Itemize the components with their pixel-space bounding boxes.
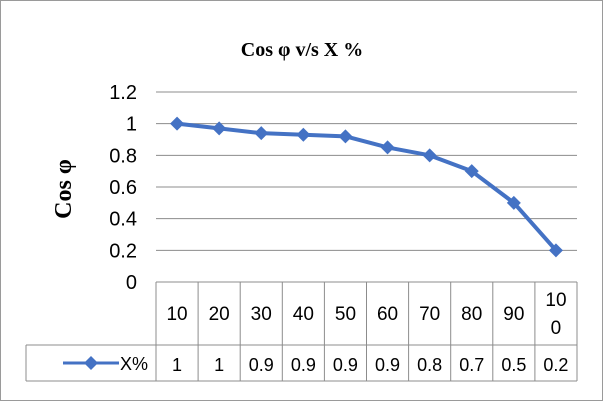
- table-value: 0.7: [459, 355, 484, 375]
- table-value: 0.5: [501, 355, 526, 375]
- x-category-label: 30: [251, 304, 272, 325]
- data-point: [170, 116, 185, 131]
- table-value: 0.9: [333, 355, 358, 375]
- x-category-label: 20: [209, 304, 230, 325]
- data-point: [296, 127, 311, 142]
- x-category-label: 90: [503, 304, 524, 325]
- x-category-label: 60: [377, 304, 398, 325]
- data-point: [212, 121, 227, 136]
- gridlines: [156, 91, 577, 283]
- y-tick-label: 1.2: [109, 82, 137, 104]
- data-table: 10 20 30 40 50 60 70 80 90 10 0 1 1 0.9 0.9 0.9 0.9 0.8 0.…: [25, 281, 578, 382]
- data-point: [548, 243, 563, 258]
- x-category-label: 50: [335, 304, 356, 325]
- x-category-label: 70: [419, 304, 440, 325]
- y-tick-label: 0.2: [109, 240, 137, 262]
- table-value: 0.8: [417, 355, 442, 375]
- y-tick-label: 1: [126, 114, 137, 136]
- data-point: [380, 140, 395, 155]
- data-point: [464, 164, 479, 179]
- y-tick-label: 0: [126, 272, 137, 294]
- table-value: 1: [172, 355, 182, 375]
- x-category-label: 10: [166, 304, 187, 325]
- table-value: 0.9: [375, 355, 400, 375]
- data-point: [506, 195, 521, 210]
- x-category-label: 10 0: [545, 290, 566, 339]
- legend-label: X%: [120, 354, 148, 374]
- table-value: 0.9: [291, 355, 316, 375]
- legend-marker: [84, 356, 98, 370]
- data-point: [422, 148, 437, 163]
- data-point: [338, 129, 353, 144]
- y-tick-label: 0.8: [109, 145, 137, 167]
- y-axis-label: Cos φ: [51, 159, 77, 219]
- y-tick-label: 0.6: [109, 177, 137, 199]
- chart-title: Cos φ v/s X %: [241, 39, 364, 61]
- y-tick-label: 0.4: [109, 209, 137, 231]
- x-category-label: 80: [461, 304, 482, 325]
- x-category-label: 40: [293, 304, 314, 325]
- data-point: [254, 126, 269, 141]
- table-value: 1: [214, 355, 224, 375]
- y-tick-labels: 1.2 1 0.8 0.6 0.4 0.2 0: [109, 82, 137, 294]
- table-value: 0.9: [249, 355, 274, 375]
- series-layer: [170, 116, 563, 258]
- series-line: [176, 121, 558, 252]
- table-value: 0.2: [543, 355, 568, 375]
